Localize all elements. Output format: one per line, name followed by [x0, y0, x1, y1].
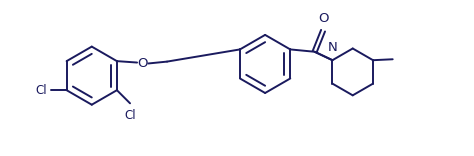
- Text: N: N: [328, 41, 337, 54]
- Text: O: O: [318, 12, 329, 25]
- Text: Cl: Cl: [35, 84, 47, 97]
- Text: O: O: [137, 57, 148, 70]
- Text: Cl: Cl: [125, 109, 137, 122]
